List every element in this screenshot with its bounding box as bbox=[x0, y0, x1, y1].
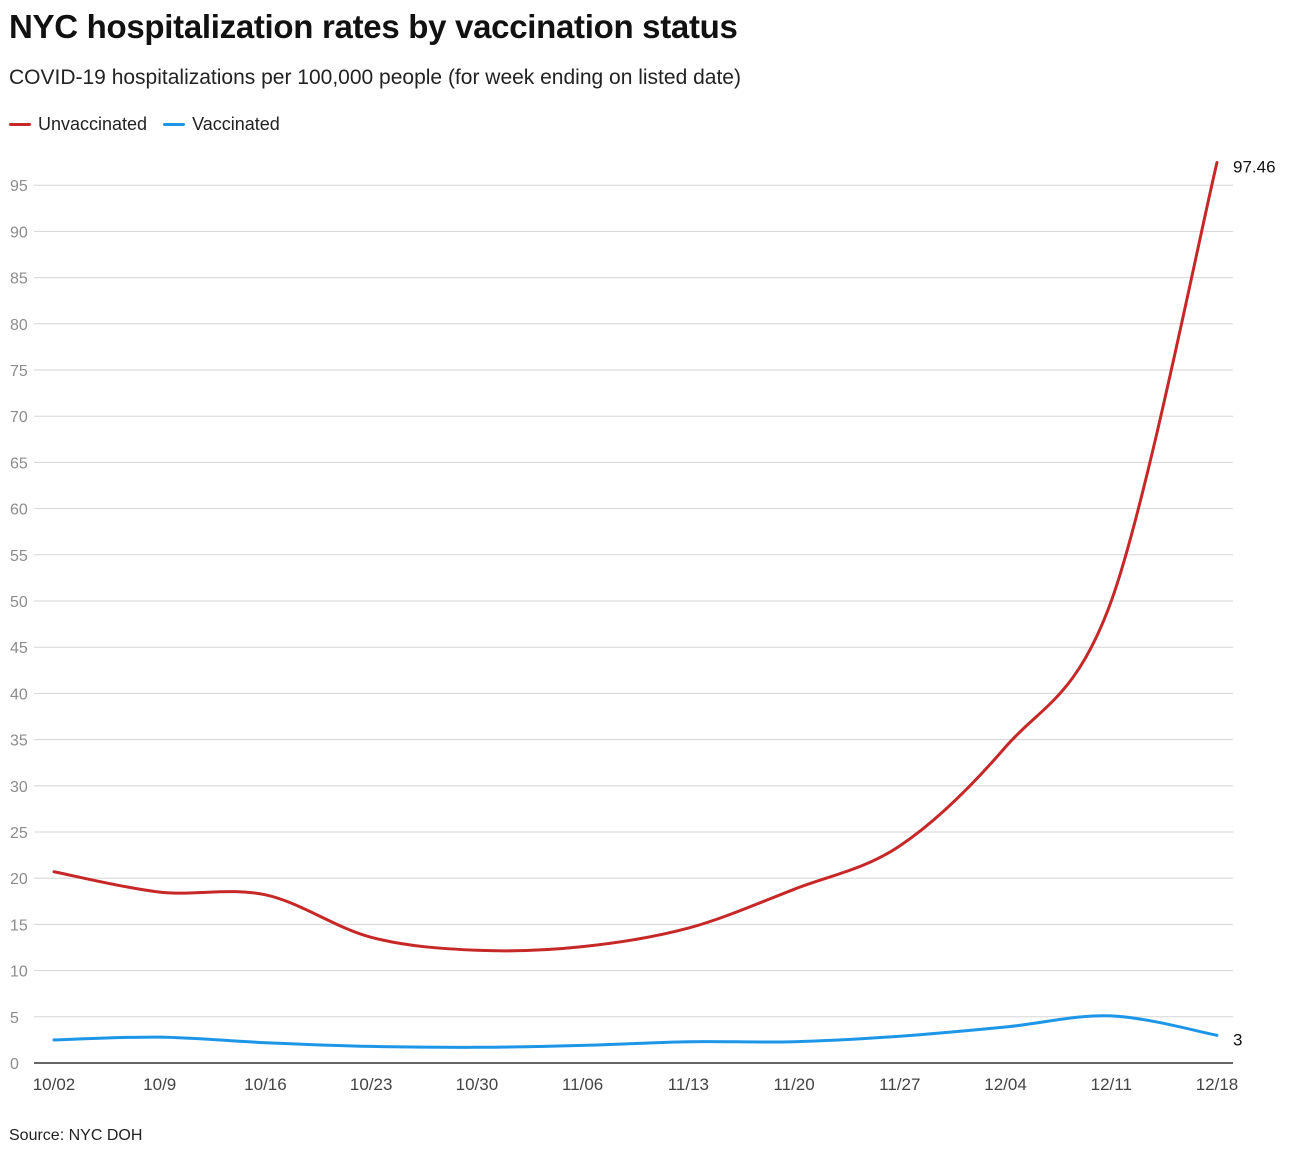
end-label-vaccinated: 3 bbox=[1233, 1030, 1242, 1049]
chart-legend: Unvaccinated Vaccinated bbox=[9, 114, 296, 135]
x-tick-label: 12/11 bbox=[1091, 1075, 1132, 1094]
x-tick-label: 11/06 bbox=[562, 1075, 603, 1094]
x-tick-label: 11/27 bbox=[879, 1075, 920, 1094]
end-labels: 97.46 3 bbox=[1233, 157, 1276, 1049]
x-tick-label: 11/13 bbox=[668, 1075, 709, 1094]
y-tick-label: 95 bbox=[10, 178, 28, 195]
chart-title: NYC hospitalization rates by vaccination… bbox=[9, 8, 738, 45]
chart-subtitle: COVID-19 hospitalizations per 100,000 pe… bbox=[9, 66, 741, 89]
legend-swatch-vaccinated bbox=[163, 123, 186, 126]
y-tick-label: 30 bbox=[10, 779, 28, 796]
x-tick-label: 11/20 bbox=[773, 1075, 814, 1094]
x-tick-label: 12/04 bbox=[984, 1075, 1027, 1094]
y-tick-label: 45 bbox=[10, 640, 28, 657]
legend-label-unvaccinated: Unvaccinated bbox=[38, 114, 148, 134]
y-tick-label: 90 bbox=[10, 224, 28, 241]
y-tick-label: 5 bbox=[10, 1010, 19, 1027]
series-line-vaccinated bbox=[52, 1014, 1219, 1049]
y-tick-label: 20 bbox=[10, 871, 28, 888]
y-tick-label: 15 bbox=[10, 917, 28, 934]
grid-lines bbox=[34, 184, 1233, 1018]
y-tick-labels: 0 5 10 15 20 25 30 35 40 45 50 55 60 65 70 75 80 85 90 95 bbox=[10, 178, 28, 1073]
y-tick-label: 25 bbox=[10, 825, 28, 842]
x-tick-labels: 10/02 10/9 10/16 10/23 10/30 11/06 11/13 11/20 1… bbox=[33, 1075, 1239, 1094]
y-tick-label: 60 bbox=[10, 502, 28, 519]
y-tick-label: 10 bbox=[10, 964, 28, 981]
x-tick-label: 10/02 bbox=[33, 1075, 76, 1094]
y-tick-label: 85 bbox=[10, 271, 28, 288]
y-tick-label: 70 bbox=[10, 409, 28, 426]
x-tick-label: 10/23 bbox=[350, 1075, 393, 1094]
y-tick-label: 55 bbox=[10, 548, 28, 565]
x-tick-label: 10/9 bbox=[143, 1075, 176, 1094]
y-tick-label: 40 bbox=[10, 686, 28, 703]
source-note: Source: NYC DOH bbox=[9, 1127, 143, 1144]
x-tick-label: 10/30 bbox=[456, 1075, 499, 1094]
y-tick-label: 65 bbox=[10, 455, 28, 472]
series-line-unvaccinated bbox=[52, 161, 1219, 953]
legend-item-vaccinated: Vaccinated bbox=[163, 114, 280, 135]
y-tick-label: 0 bbox=[10, 1056, 19, 1073]
end-label-unvaccinated: 97.46 bbox=[1233, 157, 1276, 176]
legend-swatch-unvaccinated bbox=[9, 123, 31, 126]
x-tick-label: 10/16 bbox=[244, 1075, 287, 1094]
legend-item-unvaccinated: Unvaccinated bbox=[9, 114, 147, 135]
y-tick-label: 35 bbox=[10, 733, 28, 750]
legend-label-vaccinated: Vaccinated bbox=[192, 114, 280, 134]
series-lines bbox=[52, 161, 1219, 1049]
y-tick-label: 80 bbox=[10, 317, 28, 334]
y-tick-label: 75 bbox=[10, 363, 28, 380]
y-tick-label: 50 bbox=[10, 594, 28, 611]
x-tick-label: 12/18 bbox=[1196, 1075, 1239, 1094]
